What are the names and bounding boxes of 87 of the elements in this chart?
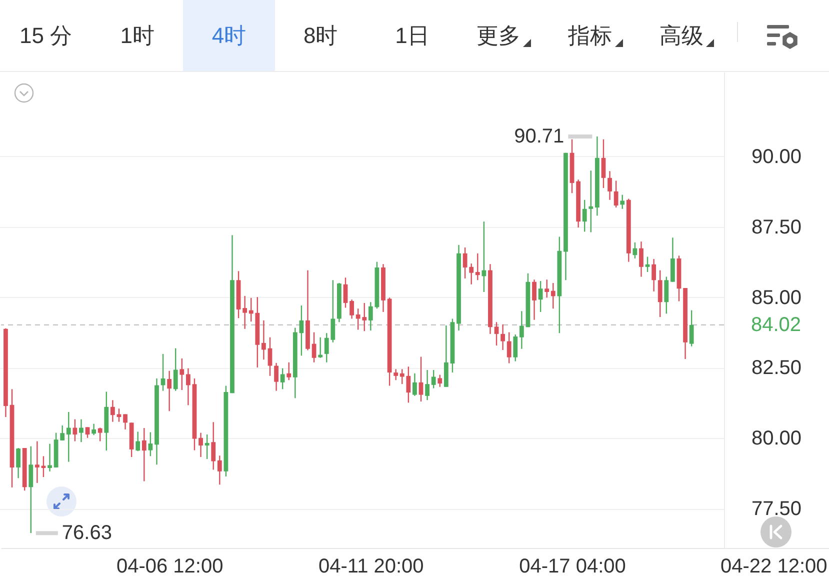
candlestick bbox=[268, 336, 272, 377]
candlestick bbox=[588, 170, 594, 233]
candlestick bbox=[519, 310, 524, 350]
candlestick bbox=[136, 431, 140, 452]
candlestick bbox=[394, 368, 398, 381]
candlestick bbox=[142, 427, 146, 482]
candlestick bbox=[689, 310, 694, 347]
candlestick bbox=[513, 334, 518, 362]
candlestick bbox=[48, 443, 52, 472]
candlestick bbox=[186, 368, 190, 406]
candlestick bbox=[167, 370, 172, 412]
candlestick bbox=[198, 432, 203, 458]
annotation: 76.63 bbox=[62, 522, 112, 544]
candlestick bbox=[670, 237, 675, 282]
text: 4时 bbox=[212, 22, 246, 50]
candlestick bbox=[204, 434, 210, 460]
candlestick bbox=[506, 332, 512, 364]
y-tick-label: 87.50 bbox=[752, 216, 802, 238]
ref-line-label: 84.02 bbox=[751, 314, 802, 336]
x-tick-label: 04-22 12:00 bbox=[720, 556, 828, 578]
y-tick-label: 85.00 bbox=[752, 286, 802, 309]
candlestick bbox=[280, 368, 285, 390]
x-tick-label: 04-11 20:00 bbox=[318, 556, 424, 578]
candlestick bbox=[286, 362, 292, 381]
candlestick bbox=[123, 414, 128, 430]
candlestick bbox=[28, 446, 34, 534]
candlestick bbox=[92, 423, 96, 436]
candlestick bbox=[312, 332, 316, 363]
text: 15 分 bbox=[20, 22, 72, 50]
candlestick bbox=[614, 180, 618, 208]
candlestick bbox=[608, 170, 612, 200]
candlestick bbox=[538, 280, 543, 313]
candlestick bbox=[350, 298, 354, 320]
y-tick-label: 80.00 bbox=[752, 428, 802, 450]
candlestick bbox=[343, 277, 348, 308]
candlestick bbox=[242, 295, 248, 330]
candlestick bbox=[425, 369, 430, 401]
candlestick bbox=[98, 427, 102, 442]
text: 1时 bbox=[120, 22, 155, 50]
candlestick bbox=[431, 369, 436, 389]
candlestick bbox=[412, 372, 417, 397]
candlestick bbox=[85, 426, 90, 438]
text: 指标 bbox=[568, 22, 612, 50]
candlestick bbox=[217, 455, 222, 486]
candlestick bbox=[262, 320, 266, 360]
x-tick-label: 04-06 12:00 bbox=[116, 556, 224, 578]
candlestick bbox=[368, 302, 373, 332]
candlestick bbox=[658, 270, 662, 318]
candlestick bbox=[620, 194, 625, 210]
candlestick bbox=[532, 278, 536, 320]
candlestick bbox=[475, 252, 480, 281]
candlestick bbox=[494, 322, 499, 346]
x-tick-label: 04-17 04:00 bbox=[519, 556, 626, 578]
text: 1日 bbox=[395, 22, 430, 50]
candlestick bbox=[66, 411, 71, 462]
candlestick bbox=[79, 418, 84, 443]
candlestick bbox=[500, 324, 506, 351]
candlestick bbox=[318, 336, 323, 358]
candlestick bbox=[550, 282, 556, 310]
candlestick bbox=[148, 432, 153, 457]
candlestick bbox=[16, 447, 21, 479]
annotation: 90.71 bbox=[514, 126, 564, 148]
text: 更多 bbox=[476, 22, 520, 50]
candlestick bbox=[274, 362, 278, 392]
candlestick bbox=[438, 374, 442, 388]
candlestick bbox=[482, 220, 486, 293]
text: 高级 bbox=[659, 22, 704, 50]
candlestick bbox=[652, 258, 656, 292]
y-tick-label: 82.50 bbox=[752, 357, 802, 380]
candlestick bbox=[664, 276, 669, 314]
candlestick bbox=[180, 358, 184, 391]
candlestick bbox=[211, 422, 216, 470]
text: 8时 bbox=[303, 22, 338, 50]
candlestick bbox=[173, 348, 178, 392]
y-tick-label: 77.50 bbox=[752, 498, 802, 520]
candlestick bbox=[601, 138, 606, 189]
candlestick bbox=[299, 304, 304, 356]
candlestick bbox=[639, 240, 644, 278]
candlestick bbox=[582, 199, 587, 232]
candlestick bbox=[418, 356, 424, 402]
candlestick bbox=[110, 400, 115, 422]
y-tick-label: 90.00 bbox=[752, 146, 802, 168]
candlestick bbox=[72, 418, 78, 442]
candlestick bbox=[632, 242, 638, 260]
candlestick bbox=[34, 440, 40, 484]
candlestick bbox=[544, 278, 550, 298]
candlestick bbox=[116, 408, 122, 422]
